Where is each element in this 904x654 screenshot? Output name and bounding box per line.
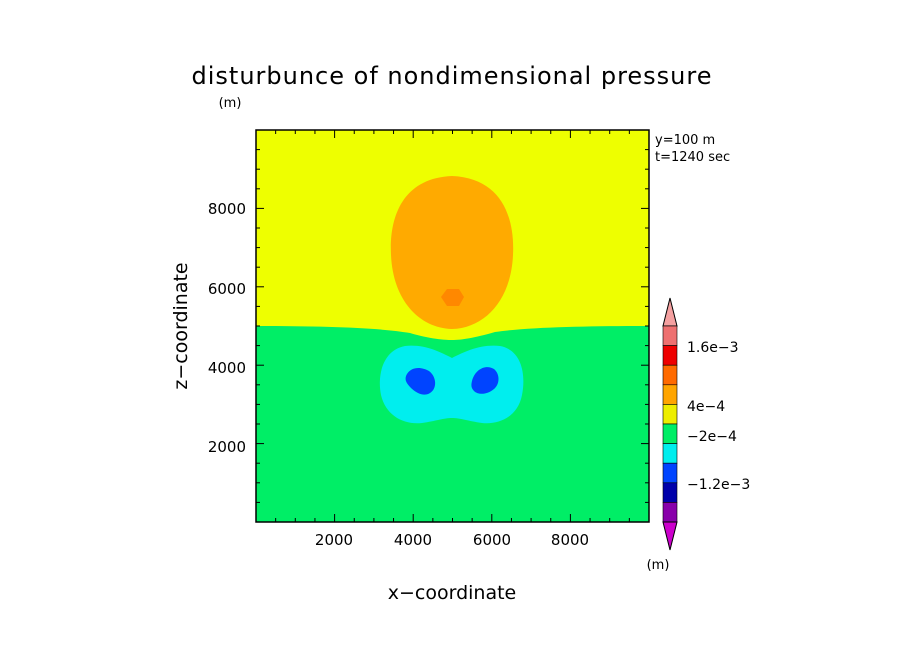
colorbar-segment — [662, 364, 678, 386]
negative-core-right — [471, 367, 499, 394]
x-tick-label: 8000 — [551, 531, 589, 549]
y-tick-label: 6000 — [208, 280, 246, 298]
y-tick-label: 4000 — [208, 359, 246, 377]
colorbar-segment — [662, 325, 678, 346]
colorbar-segment — [662, 482, 678, 503]
negative-core-left — [405, 367, 436, 395]
colorbar-segment — [662, 423, 678, 444]
y-tick-label: 2000 — [208, 438, 246, 456]
positive-anomaly — [390, 176, 514, 329]
annotation-y: y=100 m — [655, 133, 715, 148]
axis-ticks — [256, 130, 649, 522]
colorbar-segment — [662, 443, 678, 464]
annotation-t: t=1240 sec — [655, 150, 730, 165]
colorbar-label: −1.2e−3 — [687, 477, 750, 493]
region-lower — [256, 326, 649, 522]
colorbar — [662, 297, 678, 551]
colorbar-segment — [662, 502, 678, 523]
colorbar-segment — [662, 297, 678, 327]
colorbar-segment — [662, 345, 678, 366]
colorbar-segment — [662, 384, 678, 405]
x-tick-label: 2000 — [315, 531, 353, 549]
x-tick-label: 6000 — [473, 531, 511, 549]
colorbar-unit: (m) — [647, 558, 670, 573]
negative-anomaly — [379, 345, 524, 424]
chart-title: disturbunce of nondimensional pressure — [192, 62, 713, 90]
colorbar-segment — [662, 521, 678, 551]
y-tick-label: 8000 — [208, 200, 246, 218]
title-unit: (m) — [219, 96, 242, 111]
colorbar-label: 4e−4 — [687, 399, 725, 415]
colorbar-label: −2e−4 — [687, 429, 737, 445]
colorbar-segment — [662, 462, 678, 484]
plot-area — [255, 129, 650, 523]
x-tick-label: 4000 — [394, 531, 432, 549]
colorbar-segment — [662, 404, 678, 425]
colorbar-label: 1.6e−3 — [687, 340, 739, 356]
positive-core — [441, 289, 464, 306]
y-axis-label: z−coordinate — [170, 262, 192, 389]
x-axis-label: x−coordinate — [388, 582, 517, 604]
